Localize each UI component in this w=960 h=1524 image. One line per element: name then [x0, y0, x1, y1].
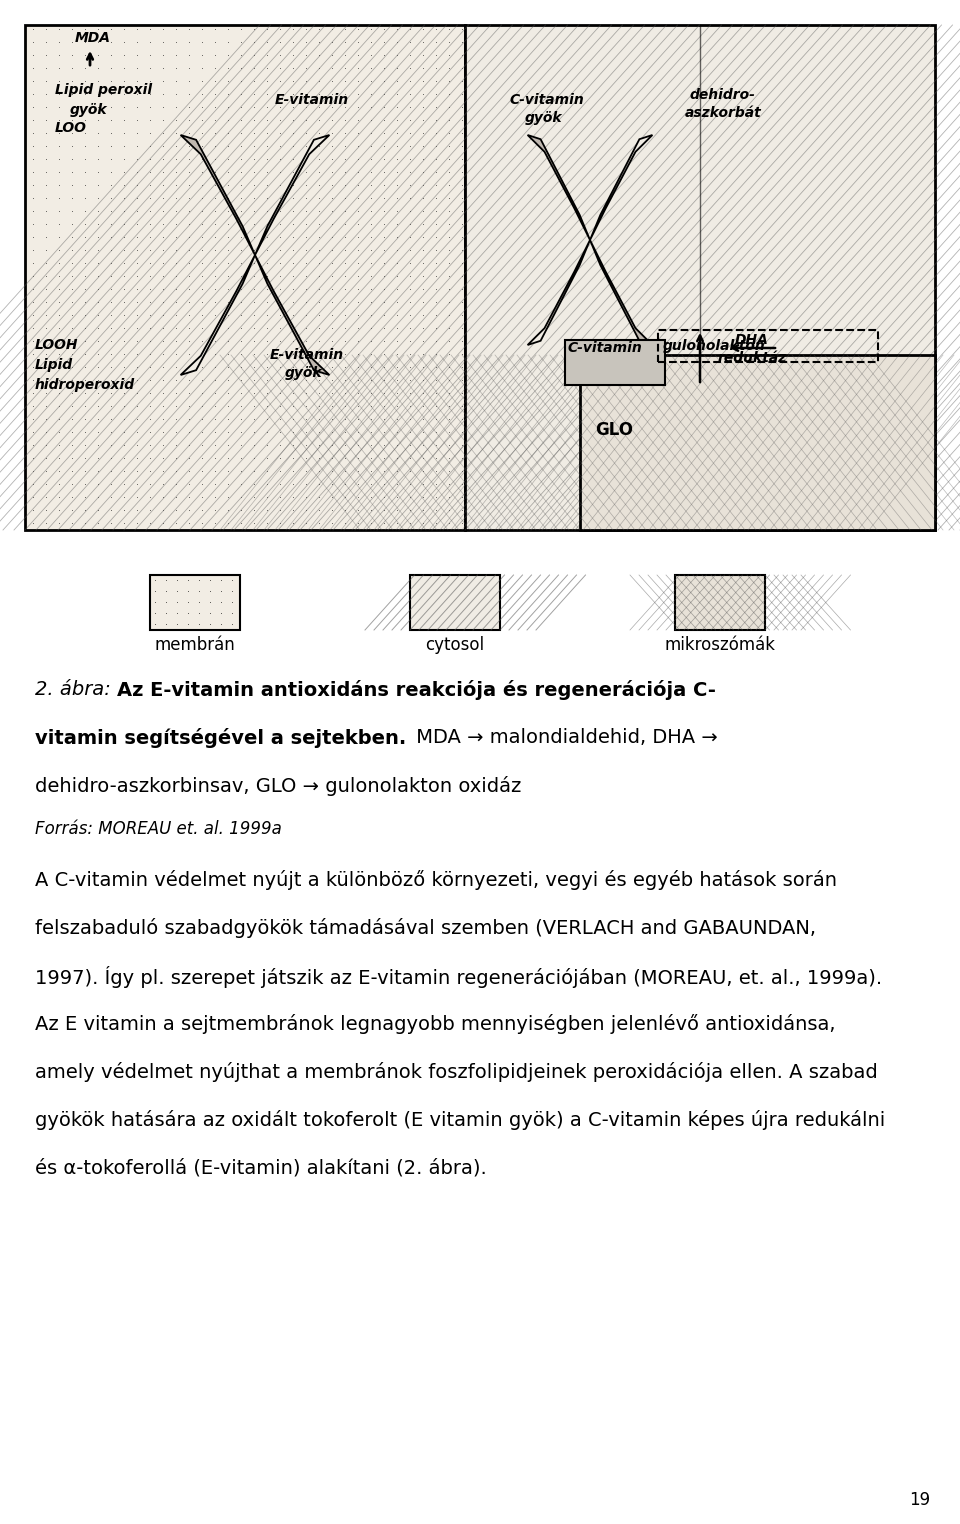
Text: cytosol: cytosol	[425, 636, 485, 654]
Text: Forrás: MOREAU et. al. 1999a: Forrás: MOREAU et. al. 1999a	[35, 820, 282, 838]
Polygon shape	[590, 239, 653, 344]
Text: hidroperoxid: hidroperoxid	[35, 378, 135, 392]
Text: MDA: MDA	[75, 30, 111, 46]
Text: mikroszómák: mikroszómák	[664, 636, 776, 654]
Bar	[25, 24, 465, 530]
Polygon shape	[528, 136, 590, 239]
Text: és α-tokoferollá (E-vitamin) alakítani (2. ábra).: és α-tokoferollá (E-vitamin) alakítani (…	[35, 1158, 487, 1177]
Text: gyök: gyök	[525, 111, 563, 125]
Text: gyökök hatására az oxidált tokoferolt (E vitamin gyök) a C-vitamin képes újra re: gyökök hatására az oxidált tokoferolt (E…	[35, 1109, 885, 1129]
Bar	[465, 24, 935, 530]
Bar	[410, 575, 500, 629]
Text: aszkorbát: aszkorbát	[685, 107, 761, 120]
Bar	[675, 575, 765, 629]
Polygon shape	[590, 136, 653, 239]
Polygon shape	[180, 255, 255, 375]
Text: 1997). Így pl. szerepet játszik az E-vitamin regenerációjában (MOREAU, et. al., : 1997). Így pl. szerepet játszik az E-vit…	[35, 966, 882, 988]
Text: MDA → malondialdehid, DHA →: MDA → malondialdehid, DHA →	[410, 728, 718, 747]
Text: Lipid: Lipid	[35, 358, 73, 372]
Text: gyök: gyök	[285, 366, 323, 379]
Bar	[580, 355, 935, 530]
Bar	[565, 340, 665, 386]
Text: amely védelmet nyújthat a membránok foszfolipidjeinek peroxidációja ellen. A sza: amely védelmet nyújthat a membránok fosz…	[35, 1062, 877, 1082]
Text: Az E-vitamin antioxidáns reakciója és regenerációja C-: Az E-vitamin antioxidáns reakciója és re…	[117, 680, 716, 700]
Text: Az E vitamin a sejtmembránok legnagyobb mennyiségben jelenlévő antioxidánsa,: Az E vitamin a sejtmembránok legnagyobb …	[35, 1013, 835, 1033]
Text: gulonolakton: gulonolakton	[663, 338, 766, 354]
Bar	[658, 331, 878, 363]
Text: felszabaduló szabadgyökök támadásával szemben (VERLACH and GABAUNDAN,: felszabaduló szabadgyökök támadásával sz…	[35, 917, 816, 937]
Text: A C-vitamin védelmet nyújt a különböző környezeti, vegyi és egyéb hatások során: A C-vitamin védelmet nyújt a különböző k…	[35, 870, 837, 890]
Bar	[150, 575, 240, 629]
Polygon shape	[528, 239, 590, 344]
Text: E-vitamin: E-vitamin	[270, 347, 344, 363]
Text: membrán: membrán	[155, 636, 235, 654]
Text: LOOH: LOOH	[35, 338, 79, 352]
Text: DHA: DHA	[735, 334, 769, 347]
Polygon shape	[255, 136, 329, 255]
Text: Lipid peroxil: Lipid peroxil	[55, 82, 152, 98]
Text: LOO: LOO	[55, 120, 86, 136]
Text: vitamin segítségével a sejtekben.: vitamin segítségével a sejtekben.	[35, 728, 406, 748]
Text: reduktáz: reduktáz	[718, 351, 787, 366]
Polygon shape	[180, 136, 255, 255]
Text: C-vitamin: C-vitamin	[510, 93, 585, 107]
Text: GLO: GLO	[595, 421, 633, 439]
Text: gyök: gyök	[70, 104, 108, 117]
Text: 2. ábra:: 2. ábra:	[35, 680, 117, 700]
Polygon shape	[255, 255, 329, 375]
Text: E-vitamin: E-vitamin	[275, 93, 349, 107]
Text: C-vitamin: C-vitamin	[568, 341, 643, 355]
Text: 19: 19	[909, 1490, 930, 1509]
Text: dehidro-aszkorbinsav, GLO → gulonolakton oxidáz: dehidro-aszkorbinsav, GLO → gulonolakton…	[35, 776, 521, 796]
Text: dehidro-: dehidro-	[690, 88, 756, 102]
